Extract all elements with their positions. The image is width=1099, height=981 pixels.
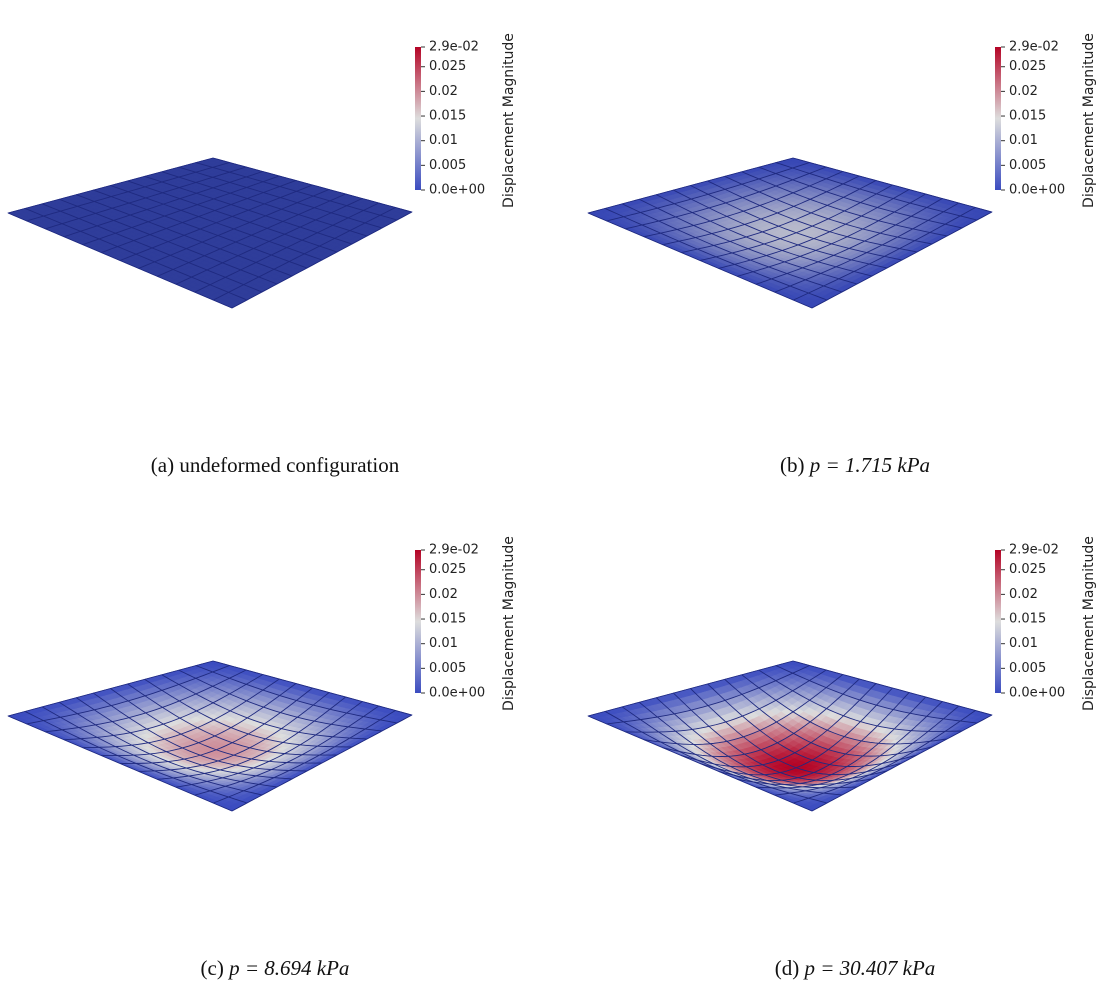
caption-text: undeformed configuration: [179, 453, 399, 477]
colorbar-tick-label: 0.005: [1009, 158, 1046, 173]
mesh-line: [774, 202, 960, 293]
colorbar-tick-label: 0.01: [429, 636, 458, 651]
mesh-line: [194, 705, 380, 796]
colorbar-tick-label: 0.025: [429, 59, 466, 74]
panel: 2.9e-02 0.025 0.02 0.015 0.01 0.005 0.0e+00 Dis…: [7, 536, 517, 980]
colorbar-tick-label: 0.005: [429, 661, 466, 676]
mesh-line: [775, 162, 978, 221]
plate: [7, 157, 413, 309]
colorbar-tick-label: 0.015: [429, 612, 466, 627]
mesh-line: [811, 211, 993, 309]
caption-label: (b): [780, 453, 805, 477]
plate: [7, 660, 413, 812]
colorbar-tick-label: 0.025: [1009, 59, 1046, 74]
colorbar-title: Displacement Magnitude: [501, 33, 517, 208]
colorbar-tick-label: 0.01: [1009, 133, 1038, 148]
mesh-line: [194, 202, 380, 293]
colorbar-tick-label: 0.02: [1009, 84, 1038, 99]
colorbar-tick-label: 0.0e+00: [1009, 183, 1065, 198]
colorbar-tick-label: 0.005: [429, 158, 466, 173]
colorbar: [415, 550, 421, 693]
caption: (b) p = 1.715 kPa: [780, 453, 930, 477]
mesh-line: [231, 211, 413, 309]
plate: [587, 157, 993, 309]
colorbar-tick-label: 0.02: [429, 84, 458, 99]
caption-label: (c): [201, 956, 224, 980]
colorbar-tick-label: 0.015: [429, 109, 466, 124]
caption-math: p = 8.694 kPa: [227, 956, 349, 980]
mesh-line: [792, 157, 993, 213]
plate: [587, 660, 993, 812]
caption-math: p = 1.715 kPa: [808, 453, 930, 477]
colorbar-tick-label: 2.9e-02: [429, 543, 479, 558]
colorbar-tick-label: 0.02: [429, 587, 458, 602]
colorbar-tick-label: 0.025: [429, 562, 466, 577]
panel: 2.9e-02 0.025 0.02 0.015 0.01 0.005 0.0e+00 Dis…: [7, 33, 517, 477]
mesh-line: [213, 207, 396, 301]
mesh-line: [793, 207, 976, 301]
colorbar-tick-label: 0.01: [429, 133, 458, 148]
colorbar-tick-label: 0.0e+00: [429, 183, 485, 198]
colorbar-title: Displacement Magnitude: [1081, 33, 1097, 208]
mesh-line: [231, 714, 413, 812]
panel: 2.9e-02 0.025 0.02 0.015 0.01 0.005 0.0e+00 Dis…: [587, 33, 1097, 477]
colorbar: [995, 47, 1001, 190]
caption: (c) p = 8.694 kPa: [201, 956, 350, 980]
colorbar-tick-label: 0.0e+00: [429, 686, 485, 701]
mesh-line: [195, 162, 398, 221]
colorbar-tick-label: 2.9e-02: [1009, 40, 1059, 55]
mesh-line: [213, 710, 396, 804]
mesh-line: [212, 157, 413, 213]
mesh-line: [212, 660, 413, 716]
caption-label: (a): [151, 453, 174, 477]
colorbar-tick-label: 2.9e-02: [429, 40, 479, 55]
colorbar-tick-label: 0.015: [1009, 109, 1046, 124]
caption: (a) undeformed configuration: [151, 453, 400, 477]
colorbar-title: Displacement Magnitude: [501, 536, 517, 711]
mesh-line: [195, 665, 398, 724]
colorbar: [415, 47, 421, 190]
